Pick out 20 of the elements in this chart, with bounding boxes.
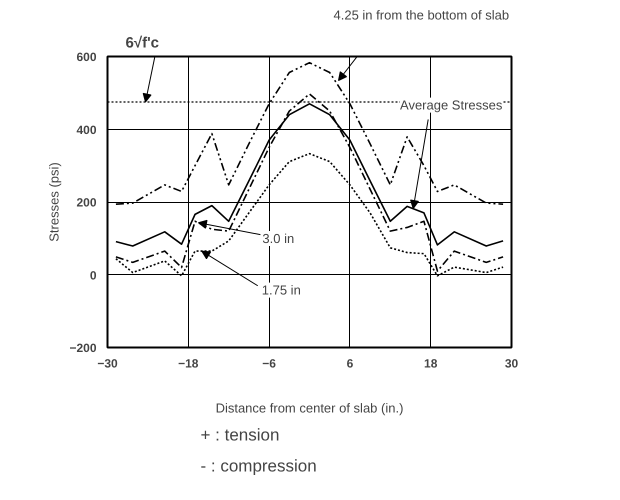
x-tick-label: −30 [97,356,118,370]
x-tick-label: 18 [424,356,438,370]
y-tick-label: 400 [76,122,97,137]
x-tick-label: −18 [178,356,199,370]
y-tick-label: 600 [76,50,97,64]
annotation: 3.0 in [262,230,294,246]
text: + : tension [200,426,280,444]
y-axis-title: Stresses (psi) [46,162,62,242]
annotation: 1.75 in [262,282,301,298]
x-tick-label: 6 [346,356,354,370]
x-tick-label: 30 [504,356,518,370]
x-tick-label: −6 [262,356,276,370]
ref-line-label: 6√f'c [126,34,159,52]
y-tick-label: 0 [90,268,97,282]
text: 4.25 in from the bottom of slab [334,8,510,22]
text: - : compression [200,456,317,476]
x-axis-title: Distance from center of slab (in.) [216,400,404,416]
annotation: Average Stresses [400,98,503,113]
y-tick-label: 200 [76,196,97,210]
y-tick-label: −200 [69,341,97,355]
